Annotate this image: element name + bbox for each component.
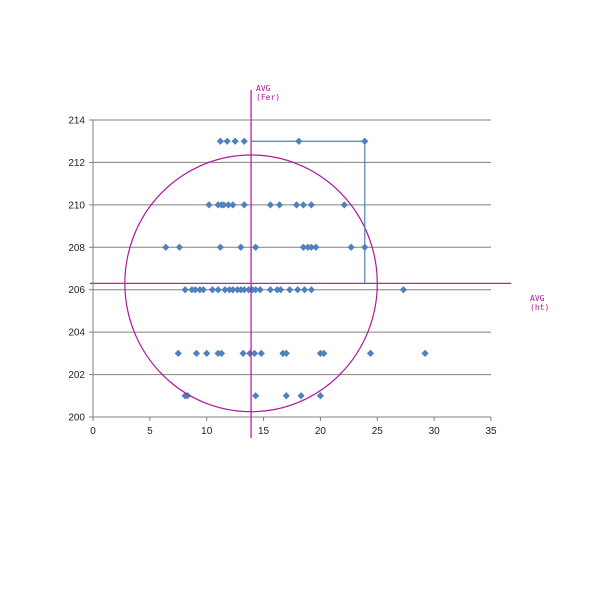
x-tick-label: 20 — [315, 426, 327, 437]
x-tick-label: 0 — [90, 426, 96, 437]
y-tick-label: 202 — [68, 370, 85, 381]
data-point — [266, 286, 274, 294]
data-point — [277, 286, 285, 294]
data-point — [220, 201, 228, 209]
y-tick-label: 208 — [68, 243, 85, 254]
data-point — [192, 349, 201, 357]
y-tick-label: 210 — [68, 200, 85, 211]
data-point — [275, 201, 284, 209]
data-point — [300, 286, 309, 294]
x-tick-label: 10 — [201, 426, 213, 437]
data-point — [231, 137, 239, 145]
data-point — [205, 201, 213, 209]
avg-ht-label-line1: AVG — [530, 294, 545, 303]
reference-overlay — [90, 90, 511, 438]
data-point — [294, 286, 302, 294]
data-point — [181, 286, 189, 294]
data-point — [252, 392, 260, 400]
data-point — [282, 392, 290, 400]
data-point — [214, 286, 222, 294]
data-point — [240, 286, 248, 294]
avg-fer-label-line2: (Fer) — [256, 93, 280, 102]
x-tick-label: 15 — [258, 426, 270, 437]
data-points — [162, 137, 429, 400]
data-point — [257, 349, 265, 357]
data-point — [282, 349, 290, 357]
data-point — [217, 349, 226, 357]
data-point — [299, 201, 307, 209]
y-tick-label: 212 — [68, 158, 85, 169]
data-point — [174, 349, 182, 357]
data-point — [366, 349, 375, 357]
x-tick-labels: 0 5 10 15 20 25 30 35 — [90, 426, 497, 437]
data-point — [239, 349, 247, 357]
data-point — [224, 201, 232, 209]
data-point — [183, 392, 191, 400]
data-point — [347, 243, 355, 251]
data-point — [252, 243, 260, 251]
data-point — [240, 137, 248, 145]
data-point — [320, 349, 328, 357]
data-point — [286, 286, 294, 294]
data-point — [299, 243, 307, 251]
x-tick-label: 30 — [429, 426, 441, 437]
bracket-line — [251, 140, 366, 284]
data-point — [221, 286, 229, 294]
data-point — [216, 137, 224, 145]
x-tick-label: 35 — [485, 426, 497, 437]
y-tick-label: 214 — [68, 116, 85, 127]
data-point — [216, 243, 224, 251]
data-point — [191, 286, 199, 294]
data-point — [240, 201, 248, 209]
data-point — [297, 392, 305, 400]
data-point — [399, 286, 408, 294]
data-point — [316, 392, 325, 400]
x-tick-label: 25 — [372, 426, 384, 437]
avg-fer-label-line1: AVG — [256, 84, 271, 93]
data-point — [340, 201, 348, 209]
data-point — [307, 243, 315, 251]
data-point — [229, 201, 237, 209]
data-point — [266, 201, 274, 209]
data-point — [421, 349, 429, 357]
x-tick-label: 5 — [147, 426, 153, 437]
data-point — [307, 201, 315, 209]
gridlines — [93, 119, 491, 418]
axes — [89, 119, 492, 421]
data-point — [246, 349, 254, 357]
data-point — [252, 286, 260, 294]
y-tick-label: 204 — [68, 328, 85, 339]
data-point — [162, 243, 170, 251]
data-point — [223, 137, 231, 145]
data-point — [203, 349, 211, 357]
data-point — [292, 201, 301, 209]
data-point — [256, 286, 264, 294]
data-point — [312, 243, 320, 251]
data-point — [208, 286, 216, 294]
data-point — [307, 286, 315, 294]
data-point — [175, 243, 184, 251]
data-point — [229, 286, 237, 294]
data-point — [199, 286, 207, 294]
data-point — [250, 349, 259, 357]
avg-ht-label-line2: (ht) — [530, 303, 549, 312]
y-tick-label: 200 — [68, 413, 85, 424]
y-tick-label: 206 — [68, 285, 85, 296]
data-point — [237, 243, 245, 251]
y-tick-labels: 200 202 204 206 208 210 212 214 — [68, 116, 85, 424]
